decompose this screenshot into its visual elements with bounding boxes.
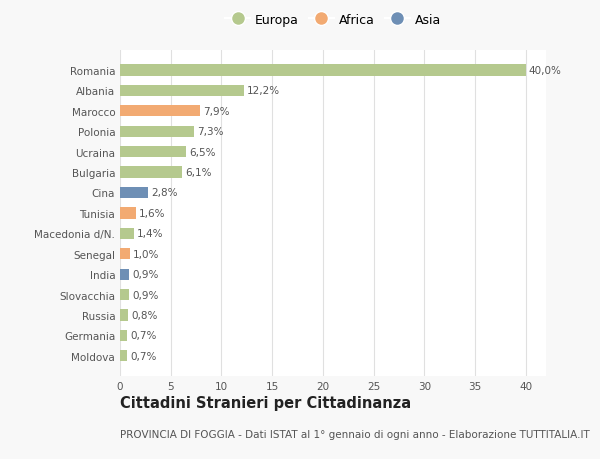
Text: 0,7%: 0,7% bbox=[130, 330, 157, 341]
Bar bbox=[120, 228, 134, 240]
Bar bbox=[120, 350, 127, 362]
Bar bbox=[120, 187, 148, 199]
Bar bbox=[120, 330, 127, 341]
Text: 1,6%: 1,6% bbox=[139, 208, 166, 218]
Bar bbox=[120, 147, 186, 158]
Text: 12,2%: 12,2% bbox=[247, 86, 280, 96]
Text: Cittadini Stranieri per Cittadinanza: Cittadini Stranieri per Cittadinanza bbox=[120, 395, 411, 410]
Bar bbox=[120, 126, 194, 138]
Bar bbox=[120, 86, 244, 97]
Bar bbox=[120, 208, 136, 219]
Bar bbox=[120, 269, 129, 280]
Text: 0,9%: 0,9% bbox=[132, 290, 158, 300]
Text: 0,7%: 0,7% bbox=[130, 351, 157, 361]
Text: 1,0%: 1,0% bbox=[133, 249, 160, 259]
Bar bbox=[120, 167, 182, 178]
Text: 0,8%: 0,8% bbox=[131, 310, 158, 320]
Text: 6,1%: 6,1% bbox=[185, 168, 211, 178]
Text: 1,4%: 1,4% bbox=[137, 229, 164, 239]
Text: 2,8%: 2,8% bbox=[151, 188, 178, 198]
Text: PROVINCIA DI FOGGIA - Dati ISTAT al 1° gennaio di ogni anno - Elaborazione TUTTI: PROVINCIA DI FOGGIA - Dati ISTAT al 1° g… bbox=[120, 429, 590, 439]
Legend: Europa, Africa, Asia: Europa, Africa, Asia bbox=[223, 11, 443, 29]
Bar bbox=[120, 249, 130, 260]
Text: 6,5%: 6,5% bbox=[189, 147, 215, 157]
Bar bbox=[120, 65, 526, 77]
Text: 7,9%: 7,9% bbox=[203, 106, 230, 117]
Bar bbox=[120, 289, 129, 301]
Bar bbox=[120, 106, 200, 117]
Text: 0,9%: 0,9% bbox=[132, 269, 158, 280]
Bar bbox=[120, 310, 128, 321]
Text: 7,3%: 7,3% bbox=[197, 127, 224, 137]
Text: 40,0%: 40,0% bbox=[529, 66, 562, 76]
